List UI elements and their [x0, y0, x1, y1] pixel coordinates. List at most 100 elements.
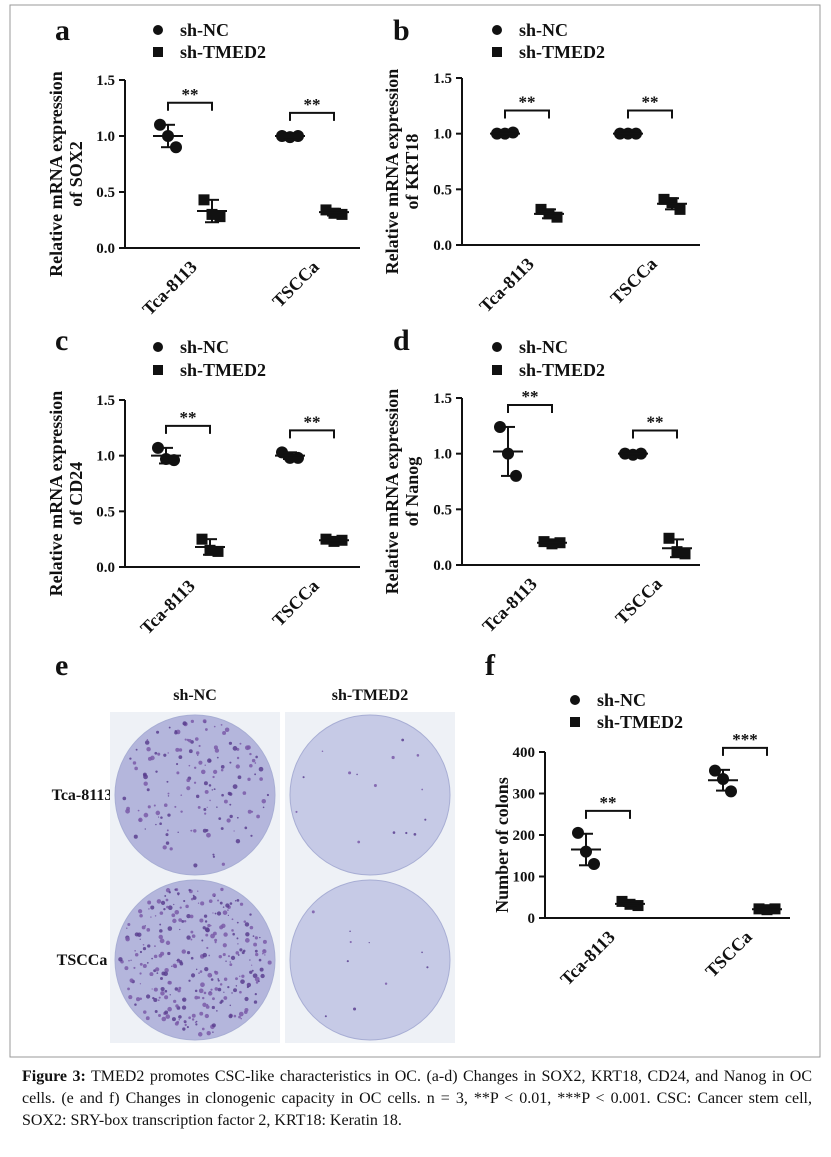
- colony: [251, 964, 253, 966]
- colony: [142, 943, 145, 946]
- colony: [217, 978, 220, 980]
- colony: [198, 988, 204, 994]
- colony: [233, 1014, 237, 1018]
- colony: [164, 995, 169, 1000]
- colony: [161, 971, 166, 976]
- colony: [203, 914, 208, 918]
- colony: [242, 949, 246, 953]
- colony: [226, 818, 231, 823]
- legend-marker: [492, 25, 502, 35]
- colony: [186, 914, 191, 919]
- colony: [233, 988, 238, 993]
- colony: [222, 730, 227, 735]
- colony: [223, 932, 228, 937]
- column-label: sh-NC: [173, 687, 217, 704]
- x-tick-label: TSCCa: [701, 927, 755, 981]
- legend-label: sh-NC: [519, 20, 568, 40]
- colony: [202, 926, 206, 930]
- colony: [231, 918, 234, 921]
- colony: [156, 899, 162, 904]
- colony: [176, 771, 180, 775]
- colony: [142, 964, 147, 969]
- colony: [205, 1005, 210, 1009]
- colony: [235, 951, 240, 955]
- colony: [249, 752, 252, 756]
- colony: [205, 728, 208, 731]
- colony: [204, 1013, 210, 1019]
- colony: [232, 784, 238, 790]
- colony: [146, 928, 151, 932]
- x-tick-label: Tca-8113: [136, 576, 198, 638]
- colony: [162, 845, 167, 850]
- significance-label: **: [304, 95, 321, 114]
- colony: [171, 913, 176, 918]
- colony: [146, 746, 151, 752]
- colony: [216, 1010, 218, 1012]
- colony: [213, 895, 216, 897]
- colony: [424, 818, 427, 821]
- colony: [202, 996, 205, 1000]
- colony: [356, 773, 358, 776]
- y-tick-label: 0.0: [96, 560, 115, 576]
- column-label: sh-TMED2: [332, 687, 408, 704]
- x-tick-label: Tca-8113: [138, 257, 200, 319]
- data-point: [679, 548, 691, 560]
- colony: [154, 1010, 158, 1014]
- colony: [235, 985, 238, 987]
- colony: [254, 952, 259, 957]
- y-axis-label: Number of colons: [492, 777, 512, 913]
- colony: [139, 997, 143, 1000]
- colony: [227, 914, 229, 916]
- colony: [139, 938, 141, 940]
- colony: [212, 855, 216, 858]
- colony: [195, 1023, 198, 1026]
- colony: [164, 968, 169, 973]
- colony: [192, 896, 197, 900]
- colony: [175, 1004, 179, 1008]
- y-tick-label: 200: [513, 828, 536, 844]
- colony: [231, 992, 233, 994]
- colony: [197, 902, 200, 904]
- colony: [251, 969, 254, 972]
- colony: [426, 966, 429, 969]
- colony: [198, 972, 200, 974]
- colony: [142, 946, 147, 951]
- figure-frame: [9, 4, 821, 1058]
- colony: [213, 745, 218, 750]
- colony: [253, 942, 258, 947]
- colony: [244, 1007, 249, 1012]
- colony: [237, 775, 242, 780]
- colony: [153, 804, 156, 807]
- colony: [134, 766, 138, 771]
- colony: [174, 888, 177, 891]
- colony: [190, 930, 194, 934]
- y-tick-label: 100: [513, 870, 536, 886]
- colony: [357, 840, 361, 844]
- colony: [178, 918, 183, 922]
- colony: [194, 1021, 197, 1024]
- colony: [193, 781, 197, 784]
- colony: [126, 927, 128, 930]
- colony: [243, 920, 247, 923]
- colony: [246, 985, 249, 989]
- colony: [157, 816, 160, 818]
- colony: [220, 999, 224, 1003]
- colony: [239, 948, 243, 952]
- significance-label: **: [522, 387, 539, 406]
- colony: [174, 805, 177, 808]
- colony: [165, 1014, 171, 1019]
- colony: [219, 983, 223, 986]
- colony: [160, 986, 165, 992]
- colony: [180, 794, 183, 796]
- data-point: [170, 141, 182, 154]
- colony: [182, 997, 187, 1002]
- colony: [188, 749, 193, 754]
- caption-label: Figure 3:: [22, 1068, 86, 1085]
- colony: [249, 763, 253, 768]
- legend-marker: [570, 717, 580, 727]
- colony: [155, 823, 157, 826]
- colony: [218, 817, 222, 821]
- colony: [128, 959, 130, 962]
- significance-bracket: [507, 403, 553, 413]
- colony: [168, 726, 171, 729]
